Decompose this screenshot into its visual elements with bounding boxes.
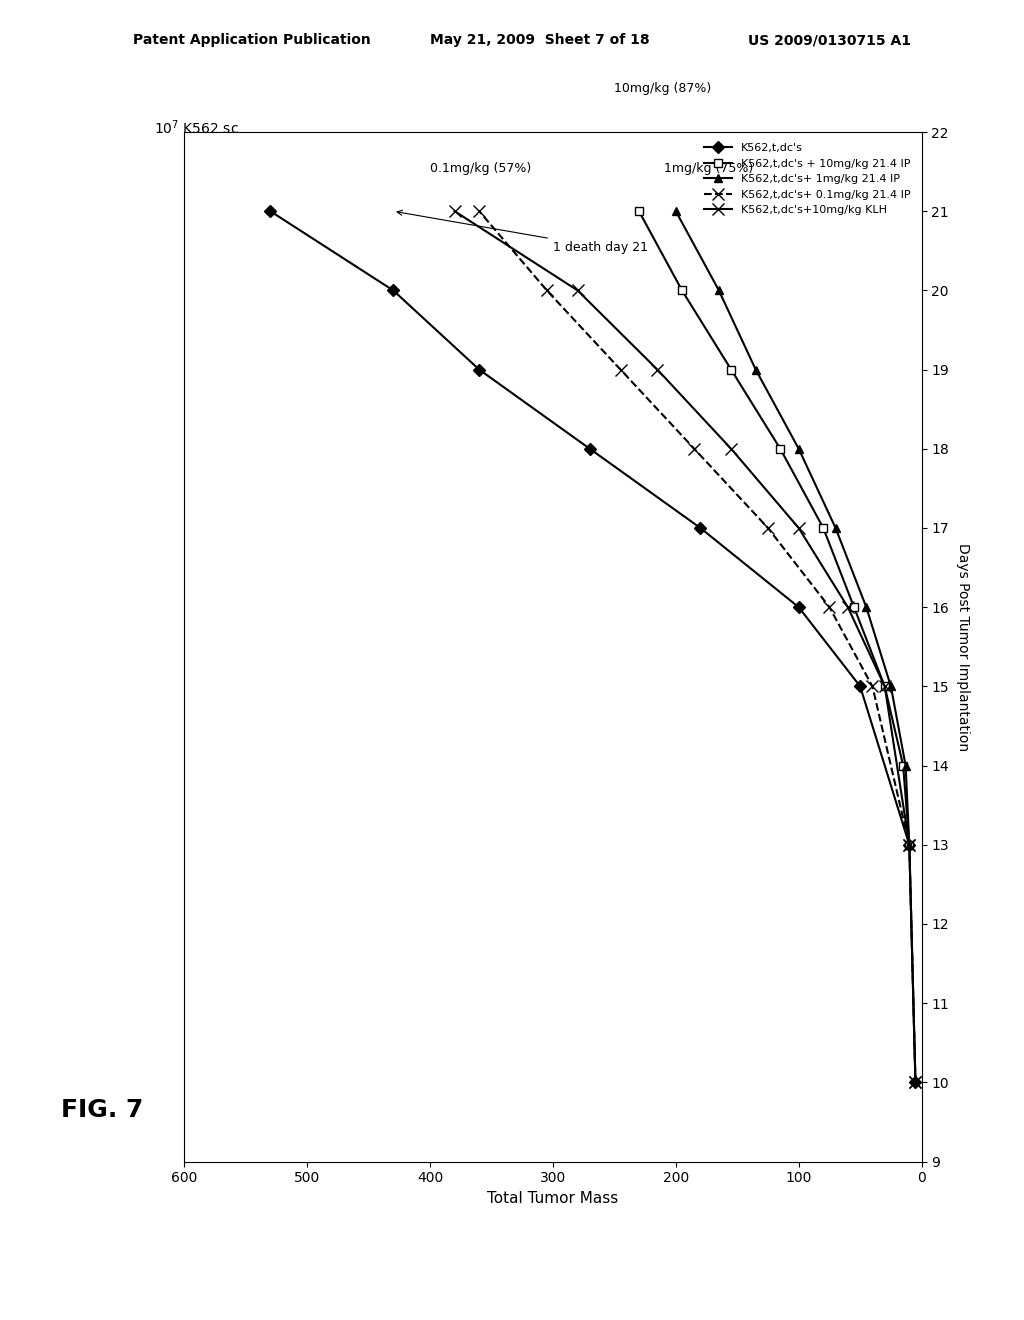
Text: May 21, 2009  Sheet 7 of 18: May 21, 2009 Sheet 7 of 18	[430, 33, 649, 48]
Y-axis label: Days Post Tumor Implantation: Days Post Tumor Implantation	[956, 543, 970, 751]
Text: Patent Application Publication: Patent Application Publication	[133, 33, 371, 48]
Legend: K562,t,dc's, K562,t,dc's + 10mg/kg 21.4 IP, K562,t,dc's+ 1mg/kg 21.4 IP, K562,t,: K562,t,dc's, K562,t,dc's + 10mg/kg 21.4 …	[698, 137, 916, 220]
X-axis label: Total Tumor Mass: Total Tumor Mass	[487, 1191, 618, 1206]
Text: 0.1mg/kg (57%): 0.1mg/kg (57%)	[430, 161, 531, 174]
Text: 10$^7$ K562 sc: 10$^7$ K562 sc	[154, 119, 239, 137]
Text: 1 death day 21: 1 death day 21	[397, 210, 648, 253]
Text: FIG. 7: FIG. 7	[61, 1098, 143, 1122]
Text: 10mg/kg (87%): 10mg/kg (87%)	[614, 82, 712, 95]
Text: 1mg/kg (75%): 1mg/kg (75%)	[664, 161, 753, 174]
Text: US 2009/0130715 A1: US 2009/0130715 A1	[748, 33, 910, 48]
